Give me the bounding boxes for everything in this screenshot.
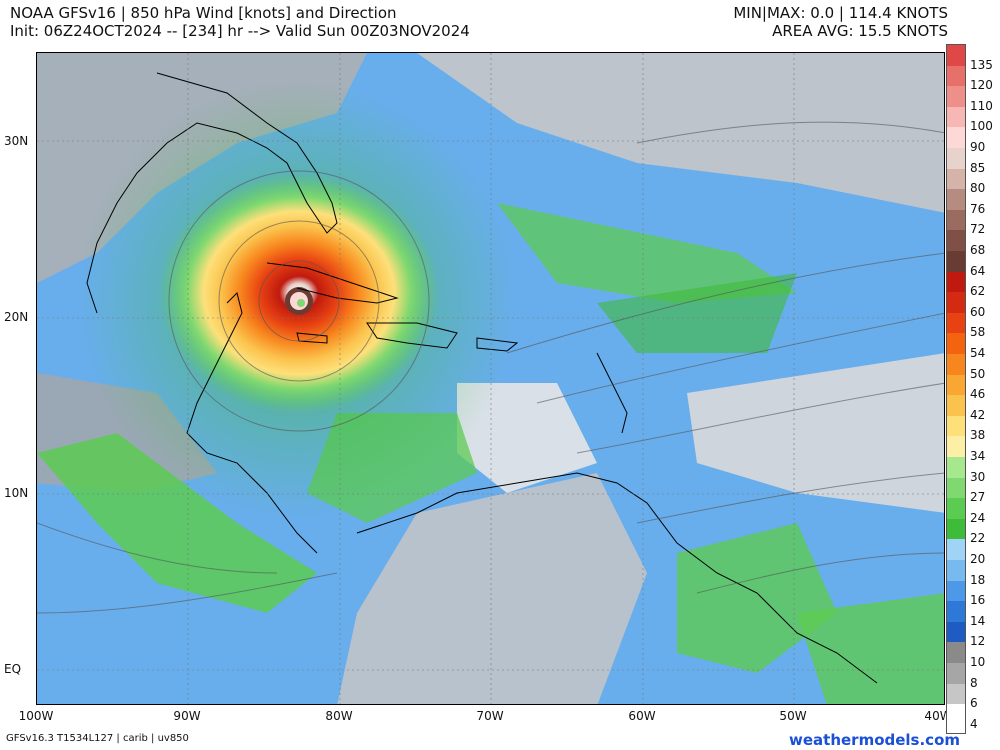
colorbar-label: 10	[970, 654, 986, 669]
colorbar-label: 60	[970, 304, 986, 319]
colorbar-label: 120	[970, 78, 993, 93]
lat-label-20n: 20N	[4, 310, 29, 324]
colorbar-cell	[947, 456, 965, 479]
lon-label-40w: 40W	[924, 709, 952, 723]
colorbar-cell	[947, 415, 965, 437]
colorbar-cell	[947, 209, 965, 231]
colorbar-label: 30	[970, 469, 986, 484]
colorbar-label: 22	[970, 531, 986, 546]
colorbar-label: 76	[970, 201, 986, 216]
colorbar-cell	[947, 250, 965, 273]
colorbar-cell	[947, 168, 965, 190]
coastlines	[86, 72, 878, 684]
colorbar-cell	[947, 147, 965, 170]
colorbar-cell	[947, 189, 965, 211]
colorbar-label: 85	[970, 160, 986, 175]
low-wind-south-america	[337, 473, 647, 704]
colorbar-cell	[947, 642, 965, 664]
lon-label-100w: 100W	[18, 709, 54, 723]
colorbar-label: 18	[970, 572, 986, 587]
min-max-stat: MIN|MAX: 0.0 | 114.4 KNOTS	[733, 4, 948, 22]
colorbar-label: 90	[970, 139, 986, 154]
colorbar-cell	[947, 436, 965, 458]
colorbar-cell	[947, 230, 965, 252]
colorbar-label: 54	[970, 345, 986, 360]
colorbar-label: 72	[970, 222, 986, 237]
colorbar-label: 12	[970, 634, 986, 649]
wind-map-canvas	[37, 53, 944, 704]
colorbar-cell	[947, 601, 965, 623]
colorbar-cell	[947, 518, 965, 540]
colorbar-label: 100	[970, 119, 993, 134]
colorbar-cell	[947, 292, 965, 314]
colorbar-label: 50	[970, 366, 986, 381]
site-link[interactable]: weathermodels.com	[789, 731, 961, 749]
lon-label-50w: 50W	[779, 709, 807, 723]
colorbar-label: 64	[970, 263, 986, 278]
colorbar-label: 24	[970, 510, 986, 525]
colorbar	[946, 44, 966, 734]
lat-label-30n: 30N	[4, 134, 29, 148]
colorbar-label: 20	[970, 551, 986, 566]
wind-map	[36, 52, 945, 705]
graticule	[37, 53, 944, 704]
colorbar-label: 42	[970, 407, 986, 422]
colorbar-label: 4	[970, 716, 978, 731]
colorbar-cell	[947, 65, 965, 87]
colorbar-cell	[947, 86, 965, 108]
colorbar-cell	[947, 662, 965, 685]
colorbar-label: 6	[970, 696, 978, 711]
area-avg-stat: AREA AVG: 15.5 KNOTS	[772, 22, 948, 40]
colorbar-label: 80	[970, 181, 986, 196]
colorbar-cell	[947, 580, 965, 602]
colorbar-cell	[947, 106, 965, 128]
colorbar-cell	[947, 477, 965, 499]
colorbar-cell	[947, 374, 965, 396]
colorbar-label: 8	[970, 675, 978, 690]
lon-label-60w: 60W	[628, 709, 656, 723]
colorbar-cell	[947, 333, 965, 355]
low-wind-atlantic	[417, 53, 944, 213]
model-footer: GFSv16.3 T1534L127 | carib | uv850	[6, 733, 189, 744]
low-wind-east	[687, 353, 944, 513]
colorbar-label: 110	[970, 98, 993, 113]
colorbar-cell	[947, 704, 965, 726]
lat-label-10n: 10N	[4, 486, 29, 500]
colorbar-label: 46	[970, 387, 986, 402]
colorbar-cell	[947, 353, 965, 376]
colorbar-label: 27	[970, 490, 986, 505]
hurricane-eye	[297, 299, 305, 307]
green-band-west	[37, 433, 317, 613]
colorbar-label: 16	[970, 593, 986, 608]
colorbar-label: 58	[970, 325, 986, 340]
lon-label-70w: 70W	[476, 709, 504, 723]
colorbar-label: 38	[970, 428, 986, 443]
colorbar-cell	[947, 127, 965, 149]
lon-label-80w: 80W	[325, 709, 353, 723]
colorbar-cell	[947, 271, 965, 293]
low-wind-caribbean	[457, 383, 597, 493]
map-title: NOAA GFSv16 | 850 hPa Wind [knots] and D…	[10, 4, 397, 22]
colorbar-label: 68	[970, 242, 986, 257]
colorbar-cell	[947, 621, 965, 643]
lon-label-90w: 90W	[173, 709, 201, 723]
colorbar-cell	[947, 683, 965, 705]
colorbar-cell	[947, 45, 965, 67]
colorbar-label: 135	[970, 57, 993, 72]
colorbar-label: 62	[970, 284, 986, 299]
colorbar-cell	[947, 395, 965, 417]
colorbar-label: 14	[970, 613, 986, 628]
colorbar-label: 34	[970, 448, 986, 463]
colorbar-cell	[947, 559, 965, 582]
colorbar-cell	[947, 498, 965, 520]
map-subtitle: Init: 06Z24OCT2024 -- [234] hr --> Valid…	[10, 22, 470, 40]
wind-streamlines	[37, 121, 944, 614]
colorbar-cell	[947, 312, 965, 334]
lat-label-eq: EQ	[4, 662, 22, 676]
colorbar-cell	[947, 539, 965, 561]
